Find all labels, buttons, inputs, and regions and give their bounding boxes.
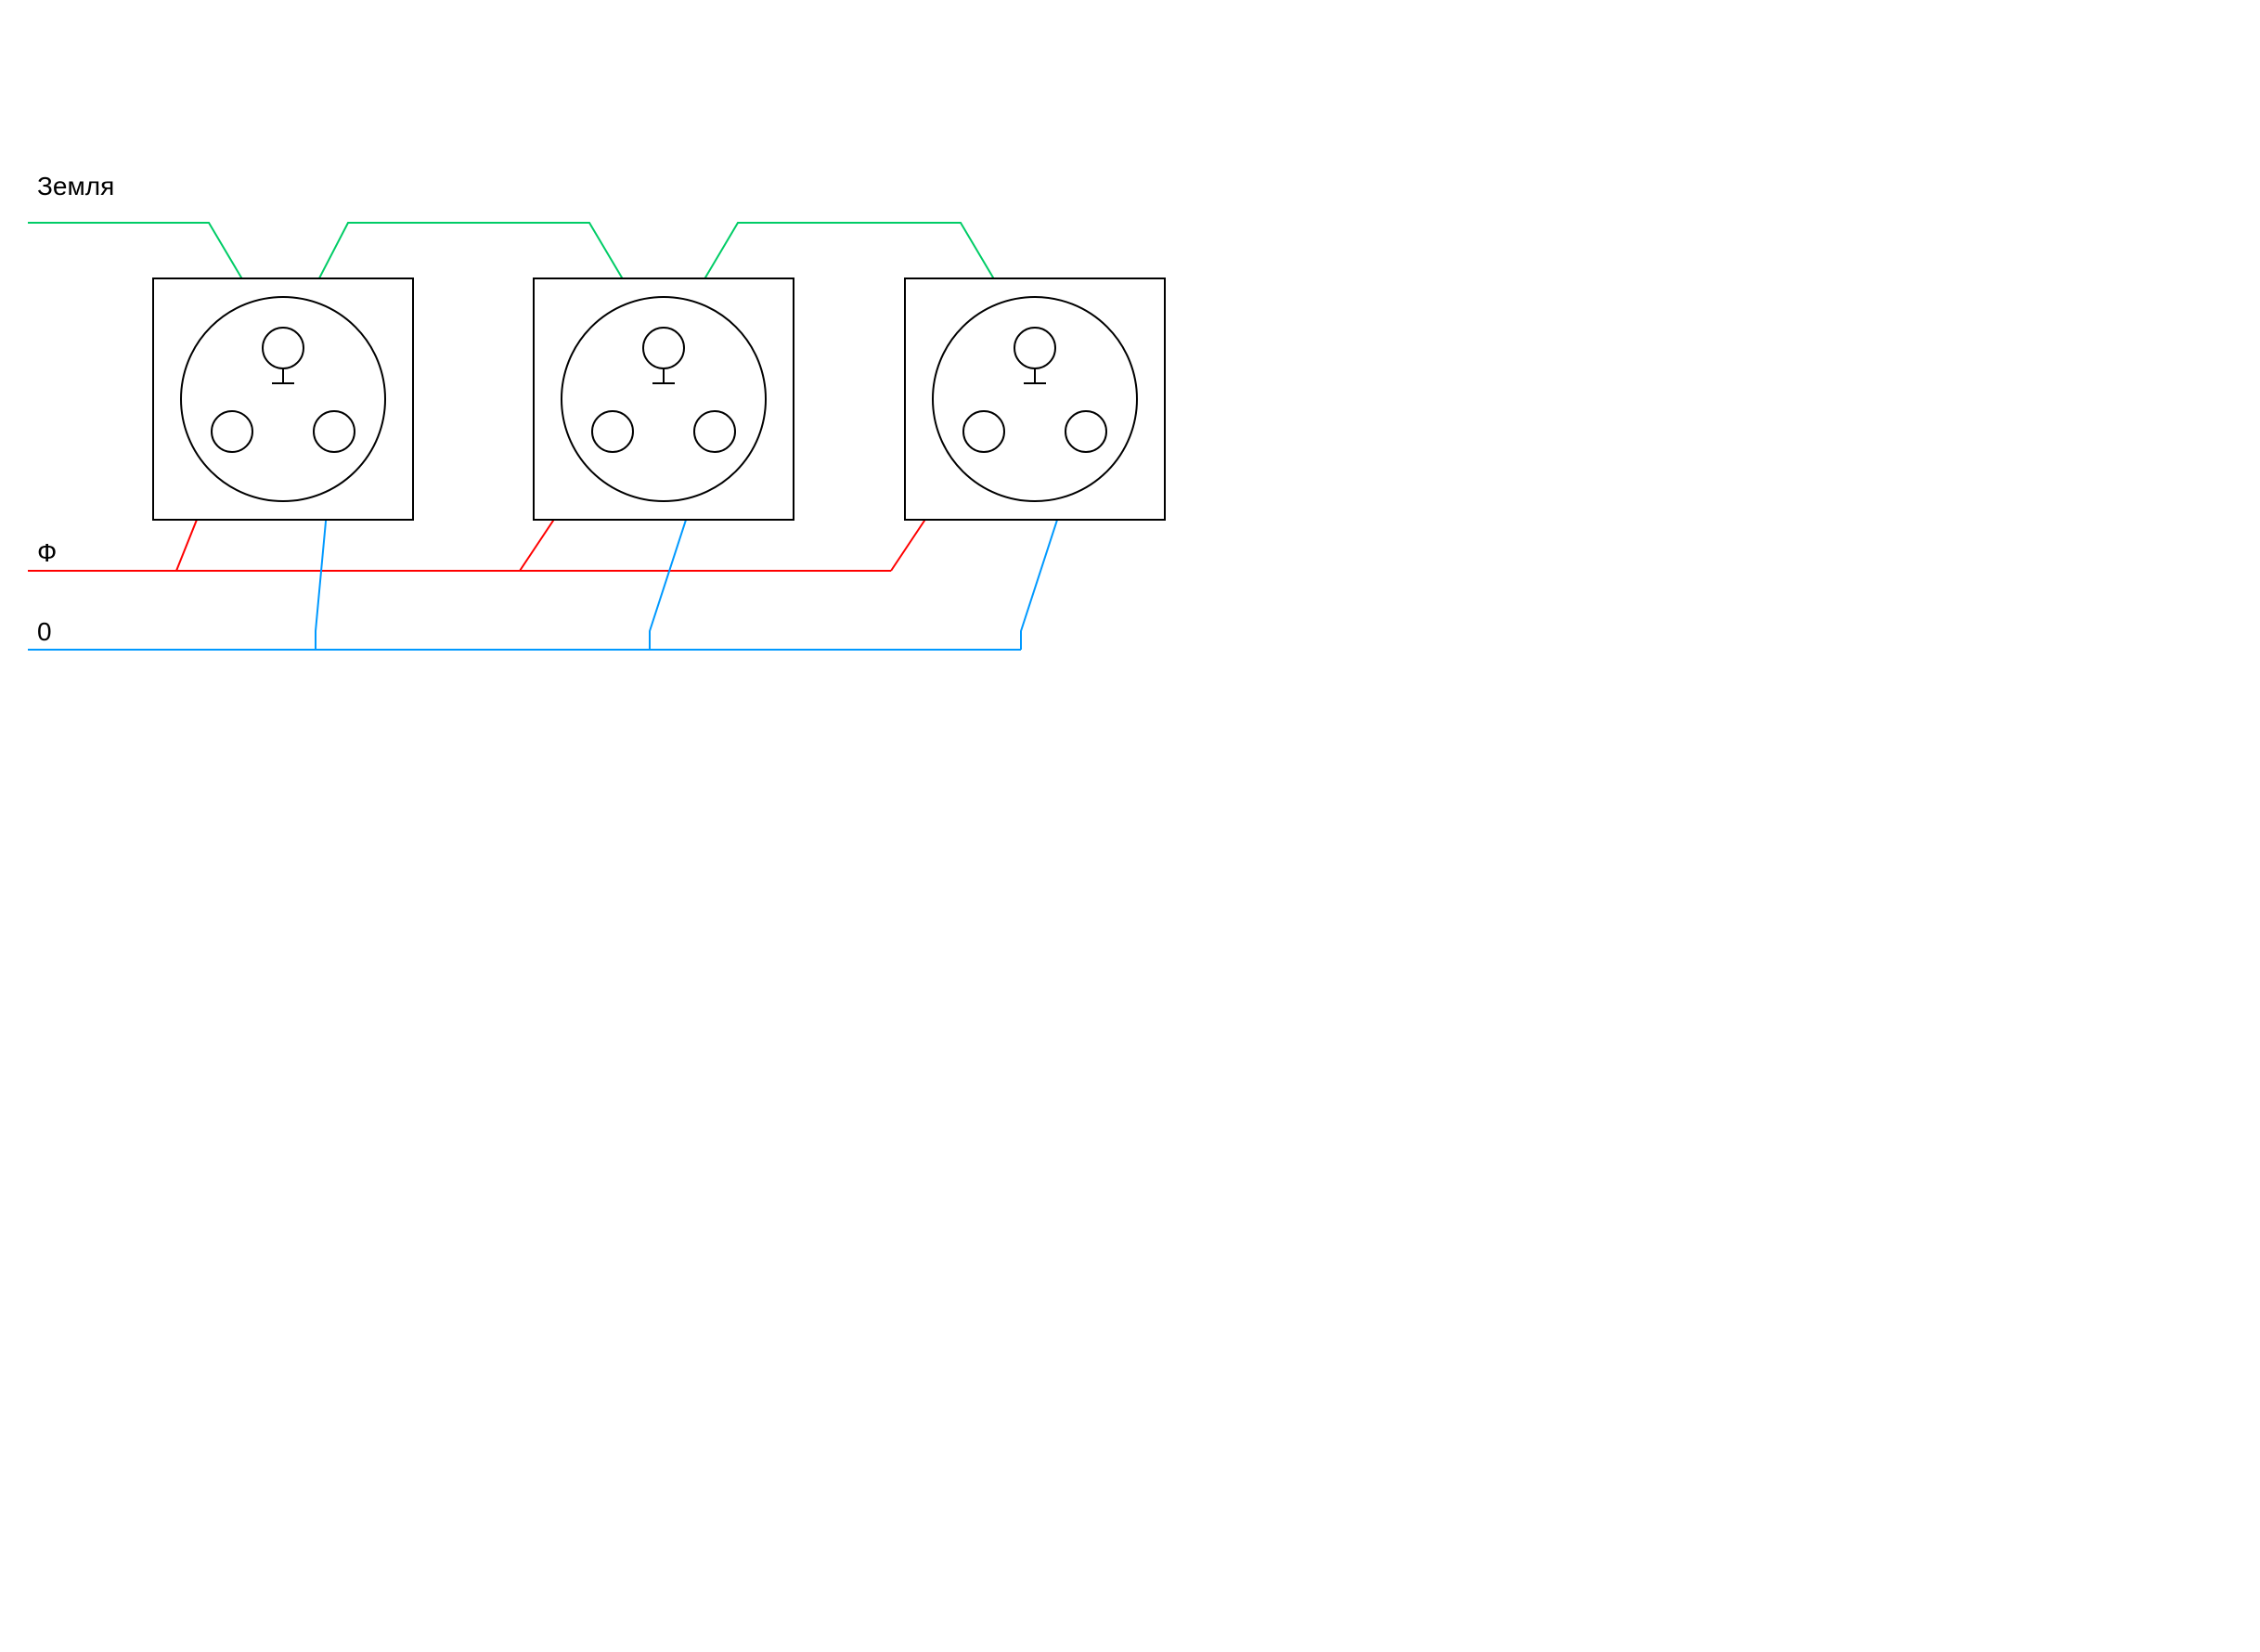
neutral-pin [314,411,355,452]
ground-pin [643,328,684,368]
neutral-label: 0 [37,617,52,646]
ground-pin [263,328,303,368]
socket-2 [905,278,1165,520]
wiring-diagram: Земля Ф 0 [0,0,1188,868]
phase-pin [592,411,633,452]
phase-pin [212,411,252,452]
socket-1 [534,278,794,520]
phase-pin [963,411,1004,452]
ground-label: Земля [37,172,114,200]
ground-pin [1014,328,1055,368]
neutral-pin [694,411,735,452]
socket-0 [153,278,413,520]
neutral-pin [1065,411,1106,452]
phase-label: Ф [37,538,57,567]
